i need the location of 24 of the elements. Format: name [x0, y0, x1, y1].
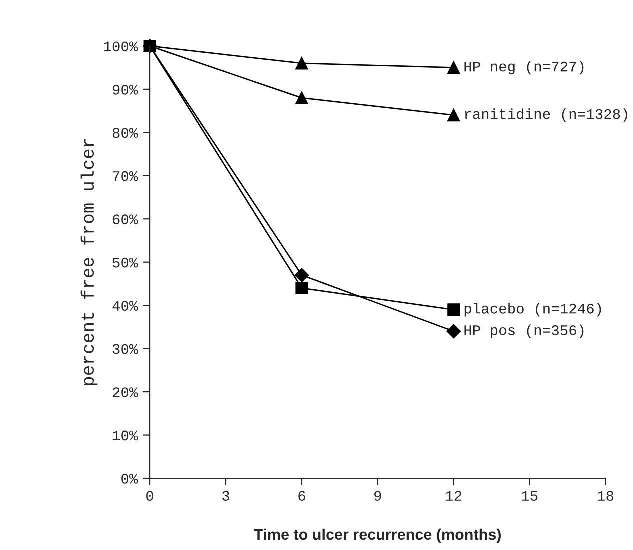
- series-label: HP pos (n=356): [464, 324, 584, 338]
- y-tick-label: 0%: [122, 474, 138, 484]
- y-tick-label: 70%: [113, 171, 138, 182]
- y-tick-label: 10%: [113, 430, 138, 441]
- series-label: placebo (n=1246): [464, 303, 602, 317]
- y-tick-label: 50%: [112, 258, 138, 268]
- x-tick-label: 12: [446, 491, 462, 501]
- series-label: HP neg (n=727): [464, 61, 584, 75]
- x-tick-label: 9: [374, 491, 382, 502]
- x-tick-label: 15: [522, 491, 538, 502]
- y-tick-label: 30%: [112, 344, 138, 354]
- y-tick-label: 20%: [112, 388, 138, 398]
- x-tick-label: 6: [298, 491, 306, 502]
- y-tick-label: 60%: [113, 214, 138, 225]
- series-label: ranitidine (n=1328): [465, 108, 628, 122]
- x-tick-label: 3: [222, 491, 230, 502]
- x-tick-label: 18: [598, 491, 614, 502]
- y-tick-label: 90%: [112, 84, 138, 95]
- y-axis-title: percent free from ulcer: [80, 139, 98, 386]
- y-tick-label: 80%: [112, 128, 138, 138]
- x-tick-label: 0: [146, 491, 154, 502]
- y-tick-label: 40%: [112, 301, 138, 312]
- x-axis-title: Time to ulcer recurrence (months): [254, 528, 501, 544]
- y-tick-label: 100%: [104, 42, 138, 52]
